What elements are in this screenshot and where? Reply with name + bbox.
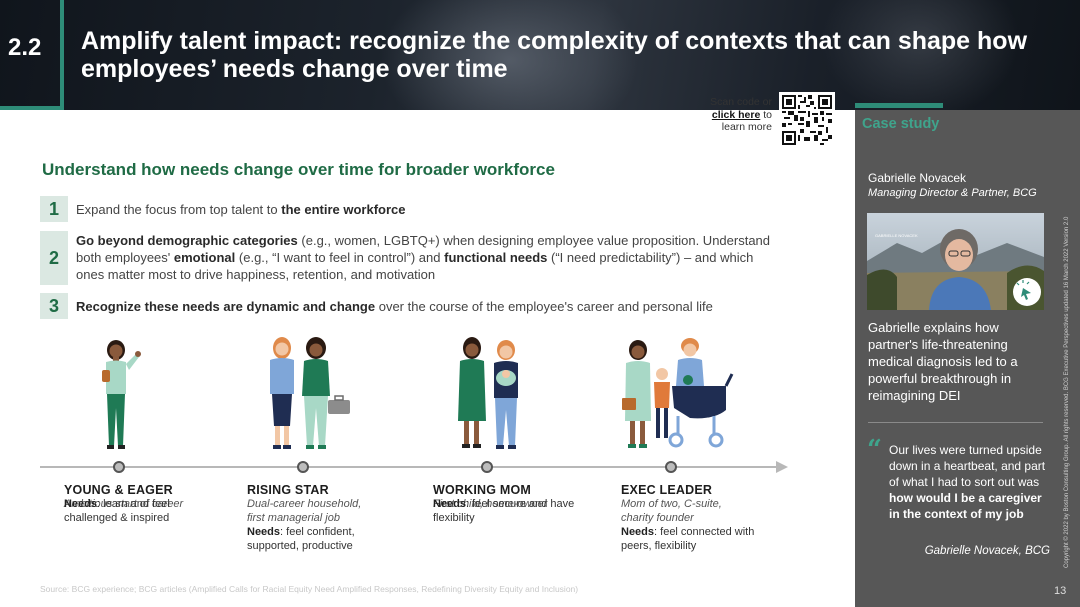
case-study-label: Case study	[862, 116, 940, 132]
timeline-dot	[665, 461, 677, 473]
persona-name: RISING STAR	[247, 483, 329, 497]
point-number: 3	[40, 293, 68, 319]
persona-description: First child, home-owner	[433, 498, 548, 510]
section-number-box	[0, 0, 64, 110]
header-banner: 2.2 Amplify talent impact: recognize the…	[0, 0, 1080, 110]
persona-description: Mom of two, C-suite,	[621, 498, 722, 510]
needs-text: : feel secure and have flexibility	[433, 498, 575, 524]
qr-code[interactable]	[779, 92, 835, 148]
point-text: Go beyond demographic categories (e.g., …	[76, 231, 776, 283]
copyright-note: Copyright © 2022 by Boston Consulting Gr…	[1064, 216, 1070, 568]
working-mom-illustration	[458, 337, 518, 449]
point-text-normal: over the course of the employee's career…	[375, 299, 713, 314]
needs-label: Needs	[433, 498, 467, 510]
point-text-bold: emotional	[173, 250, 236, 265]
point-text-bold: Recognize these needs are dynamic and ch…	[76, 299, 376, 314]
point-number: 2	[40, 231, 68, 285]
section-subtitle: Understand how needs change over time fo…	[42, 160, 555, 179]
case-study-person-role: Managing Director & Partner, BCG	[868, 187, 1037, 199]
exec-leader-illustration	[622, 338, 734, 448]
timeline-dot	[481, 461, 493, 473]
needs-label: Needs	[64, 498, 98, 510]
point-text-normal: Expand the focus from top talent to	[76, 202, 282, 217]
page-number: 13	[1054, 585, 1067, 597]
header-background-light	[820, 0, 1020, 110]
needs-label: Needs	[621, 526, 655, 538]
case-study-person-name: Gabrielle Novacek	[868, 171, 967, 185]
quote-text: Our lives were turned upside down in a h…	[889, 443, 1046, 489]
needs-label: Needs	[247, 526, 281, 538]
point-number: 1	[40, 196, 68, 222]
point-text-bold: Go beyond demographic categories	[76, 233, 298, 248]
persona-young-eager: YOUNG & EAGER Ambitious start of career …	[64, 483, 214, 525]
persona-exec-leader: EXEC LEADER Mom of two, C-suite, charity…	[621, 483, 781, 553]
persona-name: YOUNG & EAGER	[64, 483, 173, 497]
page-title: Amplify talent impact: recognize the com…	[81, 27, 1028, 83]
section-number: 2.2	[8, 34, 42, 61]
point-text-normal: (“I need predictability”) – and which on…	[76, 250, 754, 282]
timeline-line	[40, 466, 780, 468]
point-text: Recognize these needs are dynamic and ch…	[76, 293, 713, 315]
persona-needs: Needs: feel connected with peers, flexib…	[621, 525, 781, 553]
case-study-panel	[855, 110, 1080, 607]
needs-text: : feel connected with peers, flexibility	[621, 526, 755, 552]
point-text-normal: (e.g., women, LGBTQ+) when designing emp…	[76, 233, 771, 265]
point-1: 1 Expand the focus from top talent to th…	[40, 196, 820, 222]
timeline-dot	[297, 461, 309, 473]
persona-description: Dual-career household,	[247, 498, 362, 510]
needs-text: : learn and feel challenged & inspired	[64, 498, 170, 524]
persona-needs: Needs: feel confident, supported, produc…	[247, 525, 397, 553]
persona-name: WORKING MOM	[433, 483, 532, 497]
quote-mark-icon: “	[867, 435, 882, 465]
needs-text: : feel confident, supported, productive	[247, 526, 355, 552]
scan-code-text: Scan code or click here to learn more	[690, 96, 772, 134]
point-text-bold: functional needs	[444, 250, 548, 265]
persona-needs: Needs: feel secure and have flexibility	[433, 497, 593, 525]
persona-name: EXEC LEADER	[621, 483, 713, 497]
persona-working-mom: WORKING MOM First child, home-owner Need…	[433, 483, 593, 525]
point-text: Expand the focus from top talent to the …	[76, 196, 406, 218]
point-text-normal: (e.g., “I want to feel in control”) and	[235, 250, 445, 265]
point-3: 3 Recognize these needs are dynamic and …	[40, 293, 820, 319]
persona-needs: Needs: learn and feel challenged & inspi…	[64, 497, 214, 525]
point-text-bold: the entire workforce	[281, 202, 406, 217]
scan-line-1: Scan code or	[710, 96, 772, 108]
point-2: 2 Go beyond demographic categories (e.g.…	[40, 231, 820, 285]
timeline-dot	[113, 461, 125, 473]
click-here-link[interactable]: click here	[711, 108, 761, 121]
case-study-video-thumbnail[interactable]: GABRIELLE NOVACEK	[867, 213, 1044, 310]
quote-author: Gabrielle Novacek, BCG	[924, 545, 1050, 557]
persona-description: first managerial job	[247, 512, 340, 524]
panel-divider	[868, 422, 1043, 423]
persona-description: Ambitious start of career	[64, 498, 184, 510]
case-study-tab-accent	[855, 103, 943, 108]
scan-line-2-suffix: to	[760, 108, 772, 121]
persona-description: charity founder	[621, 512, 694, 524]
persona-rising-star: RISING STAR Dual-career household, first…	[247, 483, 397, 553]
rising-star-illustration	[270, 337, 350, 449]
timeline-arrow	[776, 461, 788, 473]
source-note: Source: BCG experience; BCG articles (Am…	[40, 584, 579, 594]
young-eager-illustration	[102, 340, 141, 449]
quote-text-bold: how would I be a caregiver in the contex…	[889, 491, 1042, 521]
scan-line-3: learn more	[721, 121, 772, 133]
case-study-description: Gabrielle explains how partner's life-th…	[868, 320, 1018, 403]
header-background-light	[380, 0, 640, 110]
case-study-quote: Our lives were turned upside down in a h…	[889, 442, 1054, 522]
video-caption: GABRIELLE NOVACEK	[875, 233, 918, 238]
